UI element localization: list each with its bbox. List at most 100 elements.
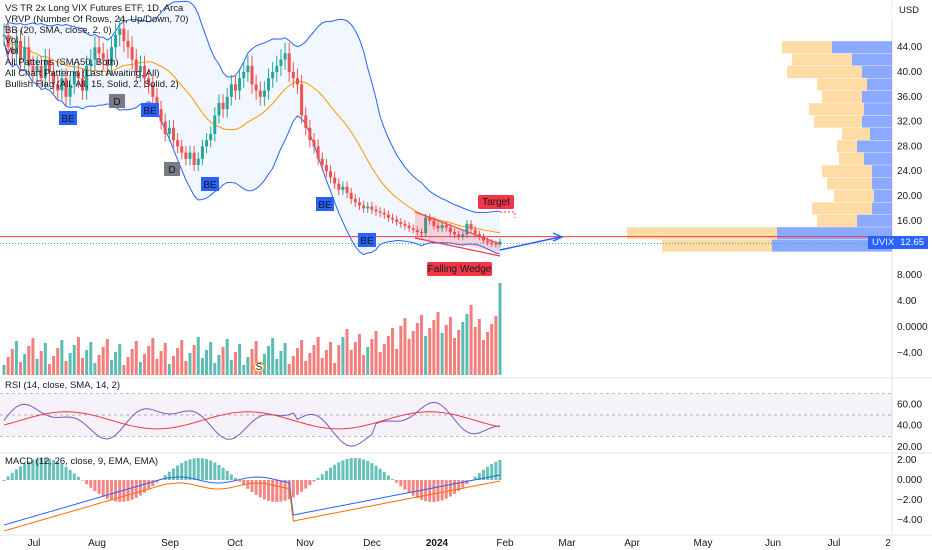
legend-vol[interactable]: Vol	[5, 35, 19, 47]
macd-histogram-bar	[126, 480, 130, 502]
volume-bar	[481, 340, 485, 375]
bollinger-upper	[3, 0, 501, 214]
candle-body	[262, 90, 266, 97]
macd-histogram-bar	[258, 480, 262, 498]
macd-histogram-bar	[31, 459, 35, 480]
candle-body	[81, 78, 85, 91]
volume-bar	[114, 352, 118, 375]
macd-legend[interactable]: MACD (12, 26, close, 9, EMA, EMA)	[5, 456, 159, 467]
macd-histogram-bar	[424, 480, 428, 502]
volume-bar	[428, 328, 432, 375]
volume-bar	[76, 337, 80, 375]
volume-bar	[436, 312, 440, 375]
candle-body	[200, 146, 204, 159]
macd-histogram-bar	[192, 458, 196, 480]
be-marker	[316, 197, 334, 211]
macd-histogram-bar	[374, 465, 378, 480]
macd-histogram-bar	[481, 469, 485, 480]
candle-body	[477, 233, 481, 237]
vp-up-bar	[872, 177, 892, 190]
volume-bar	[337, 345, 341, 375]
candle-body	[27, 47, 31, 66]
candle-body	[39, 65, 43, 79]
volume-bar	[221, 347, 225, 375]
macd-histogram-bar	[64, 466, 68, 480]
legend-chart-patterns[interactable]: All Chart Patterns (Last Awaiting, All)	[5, 67, 160, 79]
macd-line	[3, 474, 501, 526]
volume-bar	[47, 364, 51, 375]
candle-body	[19, 41, 23, 60]
volume-bar	[333, 363, 337, 375]
volume-bar	[68, 353, 72, 375]
volume-bar	[291, 356, 295, 375]
currency-button[interactable]: USD	[892, 3, 926, 19]
volume-bar	[151, 338, 155, 375]
legend-bb[interactable]: BB (20, SMA, close, 2, 0)	[5, 24, 112, 36]
rsi-legend[interactable]: RSI (14, close, SMA, 14, 2)	[5, 380, 121, 391]
volume-bar	[341, 337, 345, 375]
time-axis-label: May	[694, 538, 713, 549]
volume-bar	[382, 344, 386, 375]
macd-histogram-bar	[76, 476, 80, 480]
volume-bar	[473, 327, 477, 375]
macd-histogram-bar	[432, 480, 436, 502]
volume-bar	[424, 336, 428, 375]
split-marker-text: S	[256, 362, 263, 373]
macd-histogram-bar	[209, 460, 213, 480]
candle-body	[291, 72, 295, 79]
volume-bar	[89, 342, 93, 375]
volume-bar	[27, 346, 31, 375]
macd-histogram-bar	[267, 480, 271, 501]
price-tick-label: 28.00	[897, 141, 922, 152]
price-tick-label: 20.00	[897, 191, 922, 202]
time-axis-label: Feb	[496, 538, 514, 549]
macd-histogram-bar	[155, 480, 159, 483]
macd-signal-line	[3, 480, 501, 532]
macd-histogram-bar	[486, 466, 490, 480]
volume-bar	[453, 338, 457, 375]
candle-body	[386, 214, 390, 218]
macd-histogram-bar	[411, 480, 415, 496]
volume-bar	[238, 344, 242, 375]
time-axis-label: Aug	[88, 538, 106, 549]
vp-up-bar	[864, 152, 892, 165]
macd-histogram-bar	[498, 459, 502, 480]
volume-bar	[6, 357, 10, 375]
vp-up-bar	[872, 165, 892, 178]
candle-body	[279, 59, 283, 66]
candle-body	[56, 84, 60, 91]
macd-histogram-bar	[275, 480, 279, 502]
legend-vrvp[interactable]: VRVP (Number Of Rows, 24, Up/Down, 70)	[5, 13, 189, 25]
candle-body	[267, 78, 271, 91]
macd-histogram-bar	[345, 459, 349, 480]
candle-body	[419, 231, 423, 234]
volume-bar	[469, 305, 473, 375]
volume-bar	[448, 317, 452, 375]
indicator-legend: VS TR 2x Long VIX Futures ETF, 1D, Arca …	[5, 3, 189, 90]
legend-bullish-flag[interactable]: Bullish Flag (All, All, 15, Solid, 2, So…	[5, 78, 179, 90]
rsi-signal-line	[3, 411, 501, 430]
candle-body	[35, 65, 39, 72]
macd-histogram-bar	[196, 458, 200, 480]
time-axis-label: Mar	[558, 538, 576, 549]
macd-histogram-bar	[262, 480, 266, 500]
candle-body	[432, 220, 436, 226]
legend-vol-2[interactable]: Vol	[5, 46, 19, 58]
macd-histogram-bar	[89, 480, 93, 488]
volume-bar	[308, 353, 312, 375]
time-axis-label: 2	[885, 538, 891, 549]
volume-bar	[386, 336, 390, 375]
candle-body	[101, 53, 105, 60]
macd-histogram-bar	[72, 473, 76, 480]
legend-all-patterns[interactable]: All Patterns (SMA50, Both)	[5, 56, 119, 68]
vp-down-bar	[627, 227, 777, 240]
candle-body	[370, 206, 374, 210]
macd-histogram-bar	[238, 480, 242, 482]
vp-down-bar	[834, 190, 874, 202]
candle-body	[242, 72, 246, 79]
macd-histogram-bar	[6, 476, 10, 480]
volume-bar	[440, 333, 444, 375]
last-price-symbol: UVIX	[872, 237, 895, 248]
volume-bar	[353, 342, 357, 375]
macd-histogram-bar	[151, 480, 155, 487]
